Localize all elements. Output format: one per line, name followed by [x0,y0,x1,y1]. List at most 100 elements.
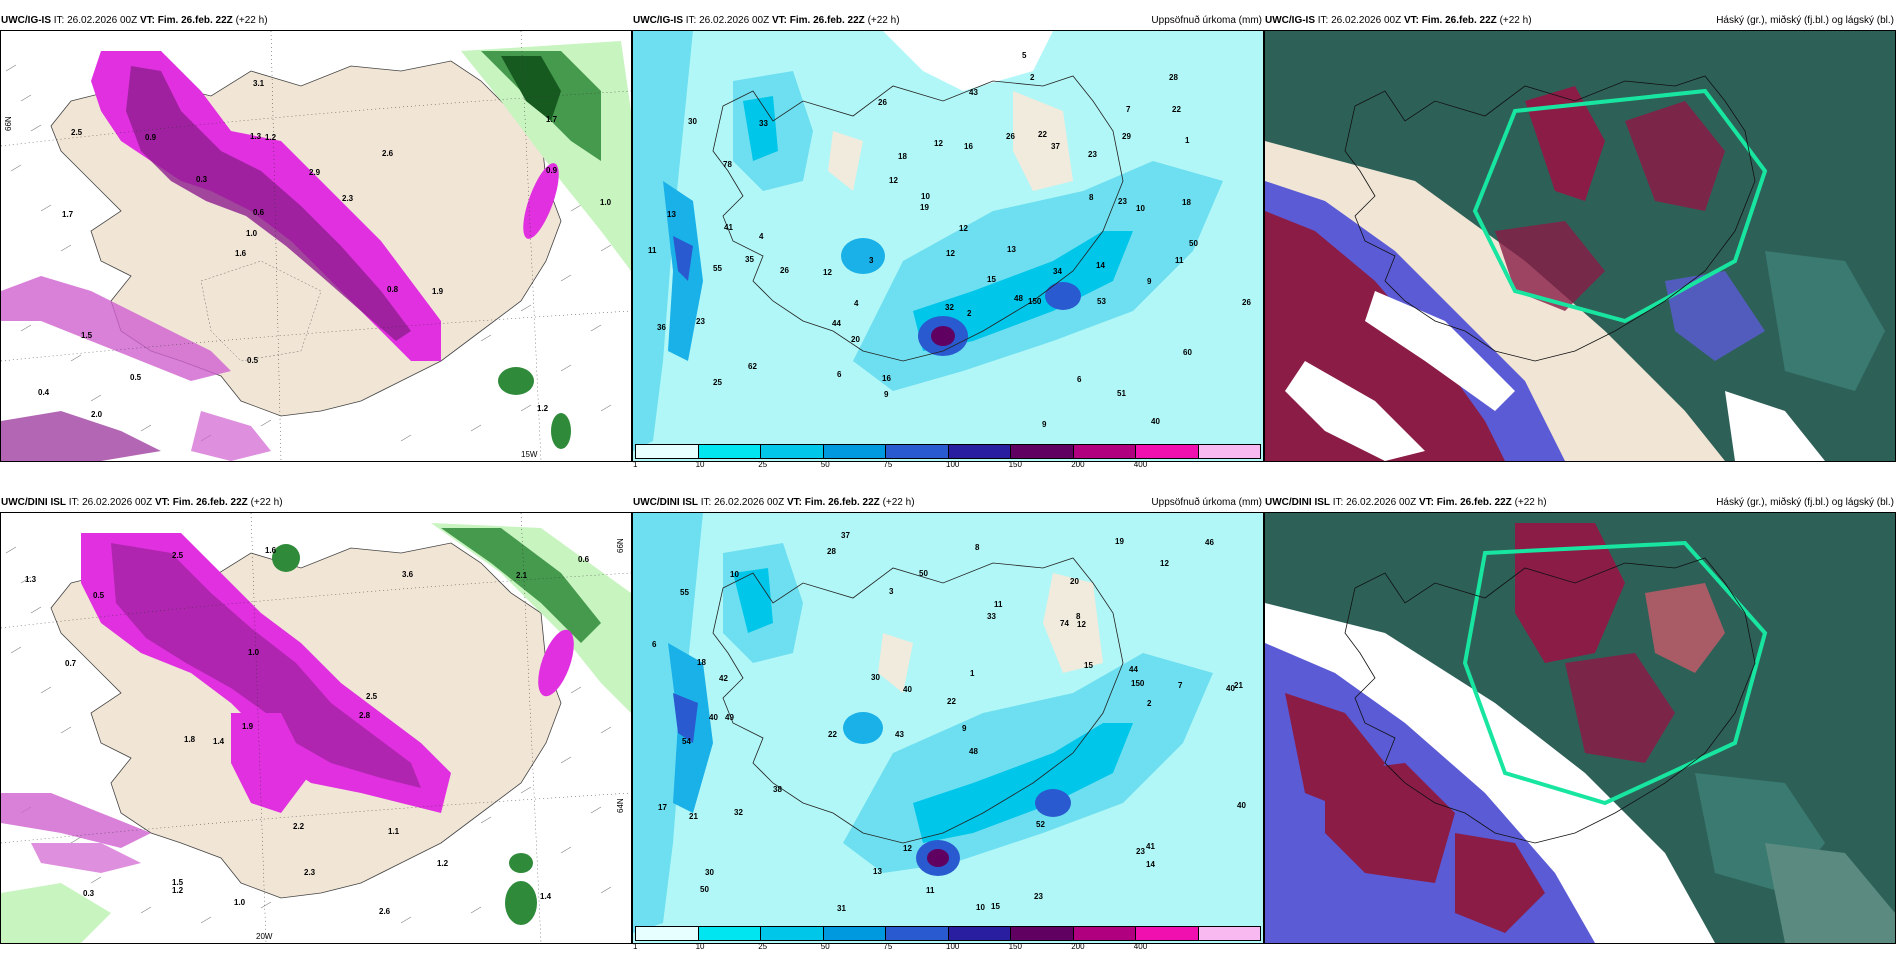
panel-header: UWC/IG-IS IT: 26.02.2026 00Z VT: Fim. 26… [632,12,1264,30]
map-value-label: 0.7 [65,659,77,668]
map-value-label: 25 [713,378,722,387]
colorbar-tick: 150 [1008,460,1022,469]
map-value-label: 2.6 [379,907,391,916]
map-value-label: 34 [1053,267,1062,276]
model-name: UWC/DINI ISL [1265,497,1330,508]
map-value-label: 16 [882,374,891,383]
row-1: UWC/IG-IS IT: 26.02.2026 00Z VT: Fim. 26… [0,12,1900,469]
map-frame[interactable]: 1.2 1.7 1.7 1.6 2.6 2.0 1.3 2.9 1.5 0.3 0.4 0.5 1.2 2… [0,30,632,462]
map-value-label: 5 [1022,51,1027,60]
map-frame[interactable]: 37 20 40 43 48 49 55 74 54 33 22 50 28 22 10 15 12 19 15 38… [632,512,1264,944]
map-value-label: 43 [895,730,904,739]
map-frame[interactable] [1264,512,1896,944]
map-value-label: 40 [1226,684,1235,693]
colorbar-segment [1011,927,1074,940]
map-right-2[interactable] [1265,513,1895,943]
map-value-label: 12 [946,249,955,258]
map-value-label: 4 [854,299,859,308]
colorbar-segment [948,927,1011,940]
map-value-label: 18 [1182,198,1191,207]
map-value-label: 6 [1077,375,1082,384]
map-value-label: 0.6 [578,555,590,564]
panel-title: Háský (gr.), miðský (fj.bl.) og lágský (… [1716,15,1894,26]
map-value-label: 1.9 [432,287,444,296]
map-value-label: 11 [994,600,1003,609]
colorbar-tick: 10 [695,460,705,469]
colorbar-labels: 1 10 25 50 75 100 150 200 400 [633,942,1261,953]
map-value-label: 28 [1169,73,1178,82]
map-value-label: 9 [1042,420,1047,429]
map-value-label: 19 [920,203,929,212]
colorbar-labels: 1 10 25 50 75 100 150 200 400 [633,460,1261,471]
colorbar-segment [698,445,761,458]
map-value-label: 18 [697,658,706,667]
map-left-1[interactable]: 1.2 1.7 1.7 1.6 2.6 2.0 1.3 2.9 1.5 0.3 0.4 0.5 1.2 2… [1,31,631,461]
map-value-label: 150 [1028,297,1042,306]
colorbar [635,444,1261,459]
lead-time: (+22 h) [882,497,915,508]
map-value-label: 33 [987,612,996,621]
map-frame[interactable]: 1.0 2.6 1.5 1.2 2.5 0.5 1.8 1.4 1.6 1.0 2.1 2.3 1.9 2… [0,512,632,944]
panel-wind-pressure-1: UWC/IG-IS IT: 26.02.2026 00Z VT: Fim. 26… [0,12,632,462]
map-value-label: 15 [987,275,996,284]
panel-header: UWC/IG-IS IT: 26.02.2026 00Z VT: Fim. 26… [0,12,632,30]
model-name: UWC/IG-IS [1265,15,1315,26]
map-value-label: 50 [1189,239,1198,248]
map-value-label: 22 [947,697,956,706]
map-value-label: 23 [1118,197,1127,206]
init-time: IT: 26.02.2026 00Z [68,497,153,508]
lead-time: (+22 h) [235,15,268,26]
init-time: IT: 26.02.2026 00Z [1332,497,1417,508]
map-value-label: 21 [689,812,698,821]
map-left-2[interactable]: 1.02.61.51.22.50.51.81.41.61.02.12.31.92… [1,513,631,943]
lead-time: (+22 h) [250,497,283,508]
panel-accum-precip-2: UWC/DINI ISL IT: 26.02.2026 00Z VT: Fim.… [632,494,1264,951]
colorbar-tick: 200 [1071,942,1085,951]
map-value-label: 2.3 [342,194,354,203]
colorbar-segment [761,927,824,940]
colorbar-tick: 75 [883,942,893,951]
map-value-label: 13 [873,867,882,876]
map-value-label: 10 [976,903,985,912]
colorbar-segment [1136,927,1199,940]
map-value-label: 40 [903,685,912,694]
valid-time: Fim. 26.feb. 22Z [1421,15,1497,26]
map-frame[interactable]: 40 35 48 30 60 78 62 12 23 12 37 51 20 26 13 23 14 12 13 25… [632,30,1264,462]
map-value-label: 23 [1136,847,1145,856]
map-value-label: 1.9 [242,722,254,731]
map-value-label: 12 [889,176,898,185]
map-value-label: 48 [1014,294,1023,303]
map-value-label: 41 [724,223,733,232]
colorbar-segment [886,927,949,940]
map-value-label: 2.9 [309,168,321,177]
map-value-label: 37 [1051,142,1060,151]
map-value-label: 0.3 [83,889,95,898]
colorbar-segment [1198,445,1260,458]
colorbar-segment [823,927,886,940]
map-value-label: 44 [1129,665,1138,674]
map-right-1[interactable] [1265,31,1895,461]
panel-title: Uppsöfnuð úrkoma (mm) [1151,15,1262,26]
map-value-label: 53 [1097,297,1106,306]
map-value-label: 19 [1115,537,1124,546]
map-value-label: 32 [945,303,954,312]
map-value-label: 12 [959,224,968,233]
colorbar-segment [698,927,761,940]
map-value-label: 1.7 [62,210,74,219]
map-value-label: 7 [1178,681,1183,690]
map-value-label: 22 [1172,105,1181,114]
panel-clouds-1: UWC/IG-IS IT: 26.02.2026 00Z VT: Fim. 26… [1264,12,1896,462]
map-frame[interactable] [1264,30,1896,462]
map-value-label: 62 [748,362,757,371]
map-value-label: 18 [898,152,907,161]
colorbar-tick: 400 [1133,460,1148,469]
map-value-label: 0.9 [145,133,157,142]
colorbar-tick: 50 [820,460,830,469]
map-value-label: 1.7 [546,115,558,124]
model-name: UWC/IG-IS [1,15,51,26]
map-value-label: 28 [827,547,836,556]
map-value-label: 2.6 [382,149,394,158]
map-value-label: 9 [884,390,889,399]
